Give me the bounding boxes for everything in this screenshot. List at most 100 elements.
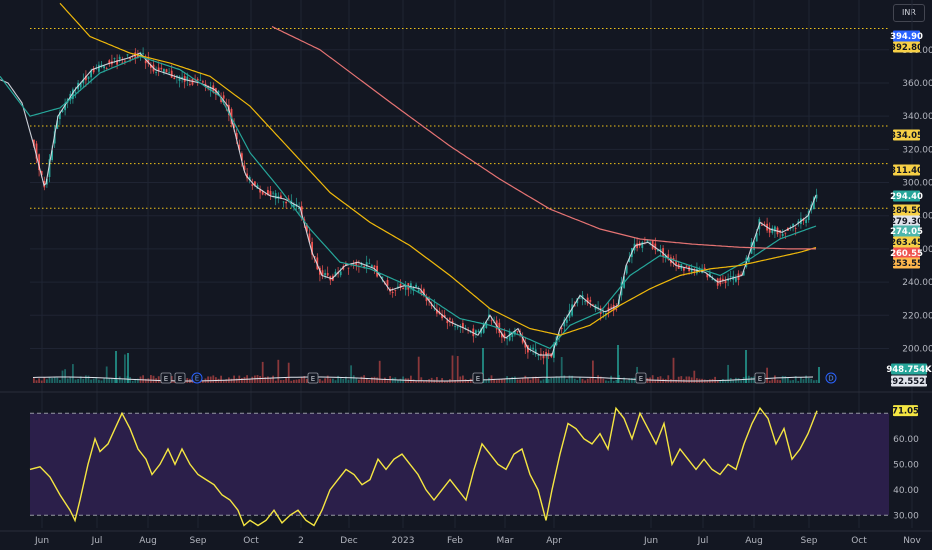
volume-bar bbox=[69, 376, 72, 383]
price-tag: 253.55 bbox=[890, 257, 923, 269]
volume-bar bbox=[230, 378, 233, 383]
volume-bar bbox=[376, 377, 378, 383]
volume-bar bbox=[261, 361, 264, 383]
candle-body bbox=[126, 54, 129, 56]
candle-body bbox=[321, 270, 324, 275]
volume-bar bbox=[46, 379, 48, 383]
volume-bar bbox=[217, 378, 220, 383]
volume-bar bbox=[87, 375, 90, 383]
volume-bar bbox=[675, 379, 677, 383]
volume-bar bbox=[111, 378, 113, 383]
volume-bar bbox=[443, 380, 446, 383]
volume-bar bbox=[373, 376, 376, 383]
volume-bar bbox=[456, 356, 459, 383]
volume-bar bbox=[74, 379, 77, 383]
volume-bar bbox=[303, 376, 306, 383]
price-tag-box bbox=[893, 41, 920, 53]
volume-bar bbox=[498, 379, 501, 383]
candle-body bbox=[129, 57, 131, 60]
volume-bar bbox=[98, 379, 100, 383]
volume-bar bbox=[410, 375, 412, 383]
candle-body bbox=[430, 304, 433, 307]
currency-button[interactable]: INR bbox=[893, 4, 925, 22]
volume-bar bbox=[576, 379, 579, 383]
price-tag-value: 394.90 bbox=[890, 32, 923, 42]
volume-bar bbox=[693, 370, 696, 383]
candle-body bbox=[735, 277, 737, 282]
volume-bar bbox=[329, 378, 332, 383]
candle-body bbox=[753, 241, 755, 251]
volume-bar bbox=[779, 380, 781, 383]
volume-bar bbox=[248, 378, 251, 383]
candle-body bbox=[542, 355, 545, 359]
candle-body bbox=[209, 87, 212, 91]
price-tag-value: 284.50 bbox=[890, 206, 923, 216]
candle-body bbox=[121, 62, 124, 64]
price-tag: 294.40 bbox=[890, 190, 923, 202]
volume-bar bbox=[802, 379, 805, 383]
volume-bar bbox=[592, 360, 594, 383]
volume-bar bbox=[610, 375, 612, 383]
candle-body bbox=[282, 201, 285, 203]
candle-body bbox=[410, 283, 412, 288]
volume-bar bbox=[792, 380, 794, 383]
candle-body bbox=[386, 280, 389, 286]
volume-bar bbox=[90, 379, 92, 383]
candle-body bbox=[391, 291, 394, 293]
price-tag-box bbox=[893, 225, 920, 237]
candle-body bbox=[118, 56, 121, 60]
volume-bar bbox=[732, 380, 735, 383]
volume-bar bbox=[350, 365, 352, 383]
candle-body bbox=[259, 189, 261, 193]
candle-body bbox=[436, 309, 438, 314]
volume-bar bbox=[397, 380, 399, 383]
candle-body bbox=[217, 90, 220, 94]
price-axis-tick: 360.00 bbox=[902, 79, 932, 89]
candle-body bbox=[571, 304, 573, 316]
candle-body bbox=[490, 320, 493, 322]
volume-bar bbox=[332, 378, 334, 383]
candle-body bbox=[792, 223, 794, 227]
candle-body bbox=[597, 306, 599, 308]
volume-bar bbox=[225, 379, 228, 383]
volume-bar bbox=[815, 379, 818, 383]
candle-body bbox=[425, 297, 428, 302]
price-series-line-0 bbox=[0, 52, 817, 356]
volume-bar bbox=[150, 375, 152, 383]
candle-body bbox=[672, 258, 675, 261]
candle-body bbox=[805, 219, 807, 224]
volume-bar bbox=[680, 376, 683, 383]
volume-bar bbox=[116, 379, 118, 383]
candle-body bbox=[714, 280, 716, 282]
candle-body bbox=[186, 76, 189, 81]
candle-body bbox=[659, 249, 662, 252]
volume-bar bbox=[501, 379, 503, 383]
candle-body bbox=[475, 330, 477, 334]
volume-bar bbox=[735, 377, 737, 383]
candle-body bbox=[40, 171, 43, 176]
candle-body bbox=[230, 109, 233, 124]
candle-body bbox=[269, 191, 272, 196]
volume-bar bbox=[277, 359, 280, 383]
volume-bar bbox=[129, 377, 131, 383]
price-tag: 394.90 bbox=[890, 30, 923, 42]
volume-bar bbox=[546, 353, 548, 383]
volume-bar bbox=[282, 379, 285, 383]
candle-body bbox=[274, 193, 277, 199]
candle-body bbox=[532, 347, 534, 350]
volume-bar bbox=[532, 376, 534, 383]
volume-bar bbox=[685, 376, 688, 383]
candle-body bbox=[293, 204, 295, 207]
volume-bar bbox=[152, 375, 155, 383]
volume-bar bbox=[95, 377, 98, 383]
candle-body bbox=[373, 265, 376, 268]
dividend-badge: D bbox=[825, 372, 837, 384]
candle-body bbox=[566, 319, 568, 323]
candle-body bbox=[573, 305, 576, 307]
time-axis-tick: 2023 bbox=[392, 536, 415, 546]
candle-body bbox=[183, 75, 186, 82]
volume-bar bbox=[446, 380, 449, 383]
volume-bar bbox=[137, 378, 139, 383]
